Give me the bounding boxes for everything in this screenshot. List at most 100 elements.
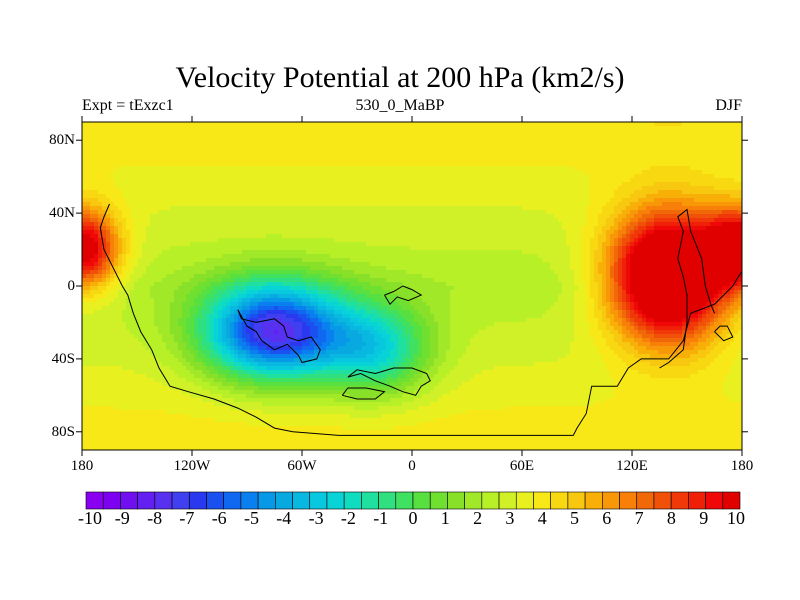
field-cell	[542, 214, 547, 219]
field-cell	[354, 182, 359, 187]
field-cell	[310, 194, 315, 199]
field-cell	[522, 214, 527, 219]
field-cell	[126, 178, 131, 183]
field-cell	[286, 126, 291, 131]
field-cell	[554, 182, 559, 187]
field-cell	[234, 206, 239, 211]
field-cell	[442, 146, 447, 151]
field-cell	[306, 166, 311, 171]
field-cell	[474, 150, 479, 155]
field-cell	[646, 222, 651, 227]
field-cell	[594, 222, 599, 227]
field-cell	[550, 154, 555, 159]
field-cell	[514, 214, 519, 219]
field-cell	[598, 178, 603, 183]
field-cell	[658, 214, 663, 219]
field-cell	[414, 174, 419, 179]
field-cell	[162, 218, 167, 223]
field-cell	[90, 194, 95, 199]
field-cell	[374, 226, 379, 231]
field-cell	[286, 238, 291, 243]
field-cell	[246, 242, 251, 247]
field-cell	[278, 218, 283, 223]
field-cell	[290, 234, 295, 239]
field-cell	[666, 218, 671, 223]
field-cell	[474, 230, 479, 235]
field-cell	[242, 178, 247, 183]
field-cell	[398, 230, 403, 235]
field-cell	[346, 170, 351, 175]
field-cell	[226, 222, 231, 227]
field-cell	[590, 178, 595, 183]
field-cell	[694, 230, 699, 235]
field-cell	[242, 198, 247, 203]
field-cell	[534, 150, 539, 155]
field-cell	[630, 218, 635, 223]
field-cell	[558, 142, 563, 147]
field-cell	[94, 210, 99, 215]
field-cell	[514, 186, 519, 191]
field-cell	[498, 170, 503, 175]
field-cell	[362, 142, 367, 147]
field-cell	[166, 206, 171, 211]
field-cell	[414, 214, 419, 219]
field-cell	[334, 154, 339, 159]
field-cell	[170, 170, 175, 175]
field-cell	[278, 234, 283, 239]
field-cell	[222, 234, 227, 239]
field-cell	[598, 150, 603, 155]
field-cell	[414, 178, 419, 183]
field-cell	[226, 138, 231, 143]
field-cell	[290, 186, 295, 191]
field-cell	[574, 234, 579, 239]
field-cell	[670, 166, 675, 171]
field-cell	[142, 210, 147, 215]
field-cell	[106, 174, 111, 179]
field-cell	[142, 134, 147, 139]
field-cell	[102, 122, 107, 127]
field-cell	[470, 142, 475, 147]
field-cell	[114, 234, 119, 239]
field-cell	[406, 182, 411, 187]
field-cell	[138, 242, 143, 247]
field-cell	[394, 190, 399, 195]
field-cell	[398, 134, 403, 139]
field-cell	[570, 190, 575, 195]
field-cell	[298, 238, 303, 243]
field-cell	[638, 210, 643, 215]
field-cell	[286, 158, 291, 163]
field-cell	[594, 158, 599, 163]
field-cell	[166, 150, 171, 155]
field-cell	[306, 230, 311, 235]
field-cell	[478, 130, 483, 135]
field-cell	[250, 150, 255, 155]
field-cell	[578, 158, 583, 163]
field-cell	[338, 182, 343, 187]
field-cell	[158, 198, 163, 203]
field-cell	[622, 214, 627, 219]
field-cell	[286, 234, 291, 239]
field-cell	[434, 166, 439, 171]
field-cell	[326, 166, 331, 171]
field-cell	[338, 170, 343, 175]
field-cell	[170, 166, 175, 171]
field-cell	[610, 218, 615, 223]
field-cell	[702, 214, 707, 219]
field-cell	[650, 126, 655, 131]
field-cell	[438, 234, 443, 239]
field-cell	[382, 170, 387, 175]
field-cell	[630, 234, 635, 239]
field-cell	[578, 146, 583, 151]
field-cell	[650, 182, 655, 187]
field-cell	[514, 146, 519, 151]
field-cell	[578, 186, 583, 191]
field-cell	[366, 134, 371, 139]
field-cell	[610, 182, 615, 187]
field-cell	[698, 202, 703, 207]
field-cell	[638, 126, 643, 131]
field-cell	[314, 198, 319, 203]
field-cell	[574, 226, 579, 231]
field-cell	[278, 222, 283, 227]
field-cell	[270, 126, 275, 131]
field-cell	[546, 218, 551, 223]
